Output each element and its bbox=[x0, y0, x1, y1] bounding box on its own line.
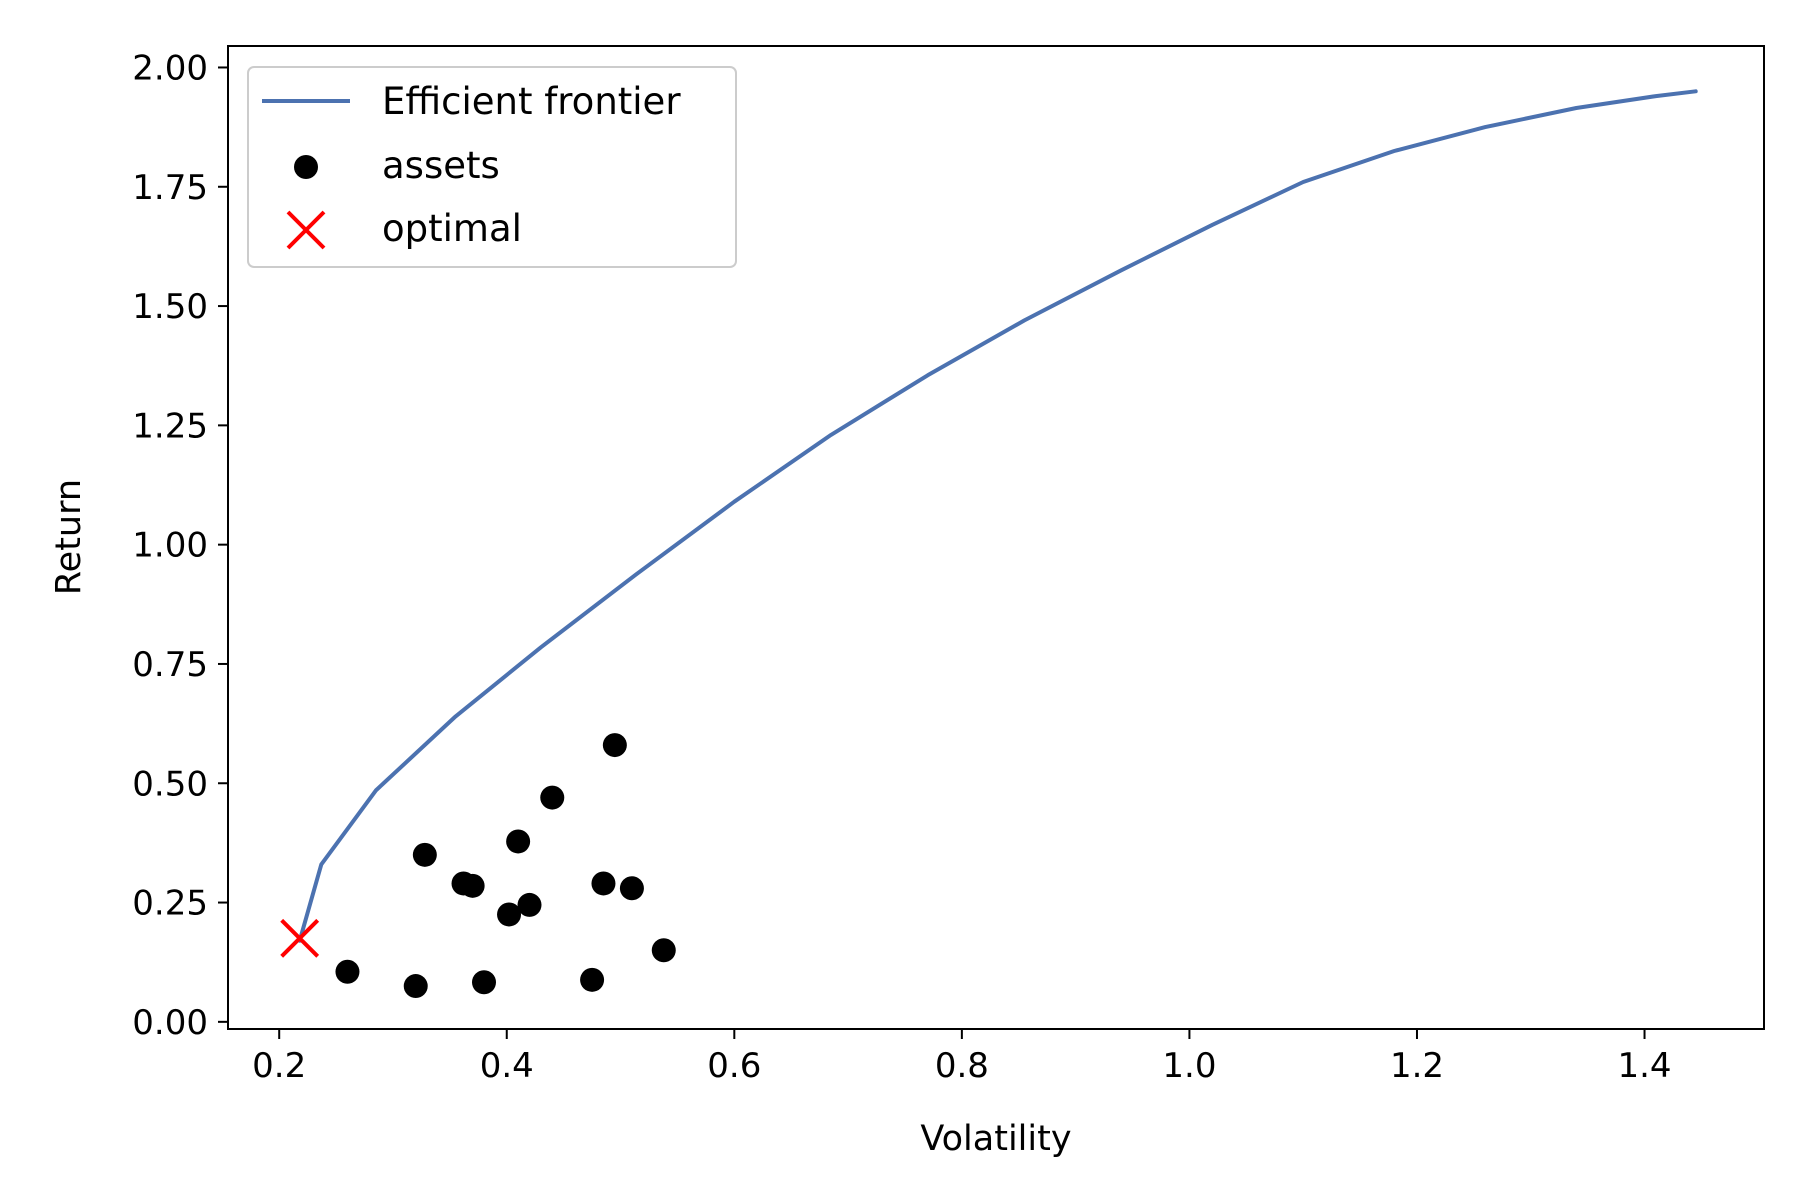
y-tick-label: 0.75 bbox=[132, 645, 208, 685]
asset-point bbox=[517, 892, 542, 917]
ticks-layer: 0.2 0.4 0.6 0.8 1.0 1.2 1.4 0.00 0.25 0.50 0.75 1.0… bbox=[132, 48, 1671, 1086]
x-axis-label: Volatility bbox=[920, 1119, 1071, 1159]
x-tick-label: 1.4 bbox=[1617, 1046, 1671, 1086]
y-tick-label: 1.75 bbox=[132, 168, 208, 208]
x-tick-label: 0.6 bbox=[707, 1046, 761, 1086]
asset-point bbox=[602, 733, 627, 758]
x-tick-label: 0.4 bbox=[480, 1046, 534, 1086]
data-layer bbox=[280, 89, 1698, 999]
x-tick-label: 1.2 bbox=[1390, 1046, 1444, 1086]
asset-point bbox=[506, 829, 531, 854]
y-tick-label: 0.25 bbox=[132, 884, 208, 924]
asset-point bbox=[591, 871, 616, 896]
asset-point bbox=[540, 785, 565, 810]
y-tick-label: 1.00 bbox=[132, 526, 208, 566]
x-tick-label: 1.0 bbox=[1162, 1046, 1216, 1086]
y-tick-label: 2.00 bbox=[132, 48, 208, 88]
legend-assets-label: assets bbox=[382, 144, 500, 187]
asset-point bbox=[580, 967, 605, 992]
y-tick-label: 1.25 bbox=[132, 406, 208, 446]
asset-point bbox=[619, 876, 644, 901]
y-tick-label: 0.00 bbox=[132, 1003, 208, 1043]
y-tick-label: 1.50 bbox=[132, 287, 208, 327]
legend-optimal-marker bbox=[286, 210, 326, 250]
legend-box bbox=[247, 66, 737, 268]
asset-point bbox=[335, 959, 360, 984]
plot-frame bbox=[227, 45, 1765, 1030]
asset-point bbox=[403, 974, 428, 999]
legend-frontier-label: Efficient frontier bbox=[382, 80, 681, 123]
x-tick-label: 0.2 bbox=[252, 1046, 306, 1086]
asset-point bbox=[460, 873, 485, 898]
legend-assets-marker bbox=[294, 155, 318, 179]
optimal-marker bbox=[280, 918, 320, 958]
efficient-frontier-line bbox=[297, 89, 1698, 943]
asset-point bbox=[497, 902, 522, 927]
asset-point bbox=[472, 970, 496, 995]
asset-point bbox=[651, 938, 676, 963]
y-axis-label: Return bbox=[49, 479, 89, 595]
asset-point bbox=[412, 842, 437, 867]
legend-optimal-label: optimal bbox=[382, 207, 522, 250]
y-tick-label: 0.50 bbox=[132, 764, 208, 804]
legend: Efficient frontier assets optimal bbox=[247, 66, 737, 268]
x-tick-label: 0.8 bbox=[935, 1046, 989, 1086]
